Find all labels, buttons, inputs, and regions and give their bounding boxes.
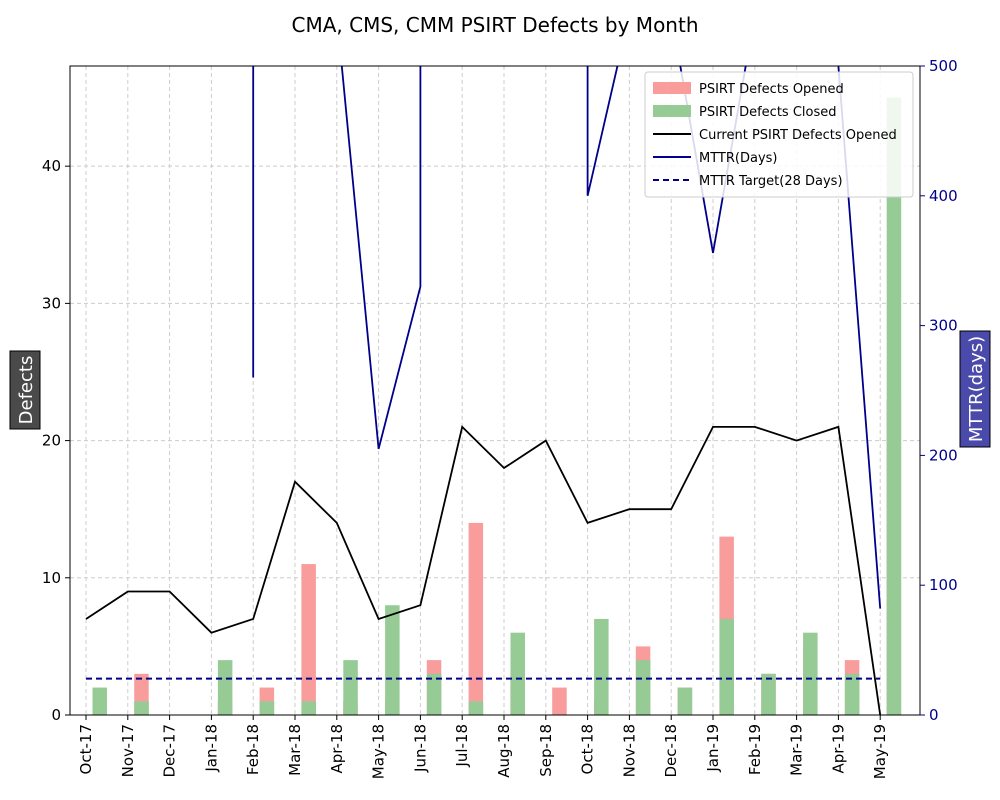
- x-tick-label: Feb-19: [746, 724, 764, 775]
- bar-closed: [259, 701, 275, 715]
- bar-opened: [468, 522, 484, 715]
- bar-closed: [635, 660, 651, 715]
- bar-closed: [844, 673, 860, 715]
- legend-label: Current PSIRT Defects Opened: [699, 128, 897, 143]
- x-tick-label: Feb-18: [244, 724, 262, 775]
- y2-tick-label: 300: [929, 317, 958, 335]
- x-tick-label: Dec-17: [161, 724, 179, 778]
- y2-tick-label: 0: [929, 706, 939, 724]
- legend-label: MTTR Target(28 Days): [699, 174, 843, 189]
- line-layer: [85, 66, 882, 715]
- series-line-mttr: [252, 66, 882, 609]
- legend-label: MTTR(Days): [699, 151, 778, 166]
- x-tick-label: Apr-18: [328, 724, 346, 774]
- series-line-current-defects: [85, 425, 882, 715]
- y-tick-label: 10: [42, 569, 61, 587]
- y-tick-label: 40: [42, 157, 61, 175]
- bar-closed: [134, 701, 149, 715]
- bar-closed: [803, 632, 818, 715]
- x-tick-label: Jan-19: [704, 724, 722, 773]
- bar-closed: [761, 673, 776, 715]
- x-tick-label: Jan-18: [202, 724, 220, 773]
- x-tick-label: Apr-19: [829, 724, 847, 774]
- x-tick-label: Mar-19: [788, 724, 806, 776]
- bar-closed: [385, 605, 400, 715]
- x-tick-label: Mar-18: [286, 724, 304, 776]
- x-tick-label: Oct-17: [77, 724, 95, 774]
- y-tick-label: 20: [42, 432, 61, 450]
- chart-title: CMA, CMS, CMM PSIRT Defects by Month: [292, 13, 699, 37]
- y-tick-label: 0: [51, 706, 61, 724]
- x-tick-label: Jun-18: [411, 724, 429, 773]
- bar-closed: [301, 701, 316, 715]
- bar-closed: [594, 618, 609, 715]
- bar-closed: [886, 97, 902, 716]
- y2-tick-label: 100: [929, 576, 958, 594]
- legend-swatch: [653, 82, 691, 94]
- bar-closed: [92, 687, 107, 715]
- y2-tick-label: 500: [929, 57, 958, 75]
- x-tick-label: Nov-17: [119, 724, 137, 777]
- bar-opened: [301, 564, 316, 715]
- y-axis-label-box: [9, 350, 41, 430]
- y-tick-label: 30: [42, 294, 61, 312]
- bar-closed: [426, 673, 442, 715]
- legend: PSIRT Defects Opened PSIRT Defects Closed…: [644, 71, 914, 198]
- legend-label: PSIRT Defects Opened: [699, 82, 844, 97]
- y2-axis-label-text: MTTR(days): [966, 336, 987, 442]
- x-tick-label: Sep-18: [537, 724, 555, 777]
- y2-tick-label: 400: [929, 187, 958, 205]
- bar-closed: [719, 618, 734, 715]
- x-tick-label: May-19: [871, 724, 889, 779]
- bar-closed: [468, 701, 484, 715]
- legend-box: [644, 71, 914, 198]
- x-tick-label: May-18: [370, 724, 388, 779]
- legend-swatch: [653, 105, 691, 117]
- bar-closed: [677, 687, 693, 715]
- bar-closed: [510, 632, 525, 715]
- bar-opened: [552, 687, 567, 715]
- bar-layer: [92, 97, 902, 716]
- plot-frame: [69, 65, 921, 716]
- y-axis-label-text: Defects: [16, 356, 37, 425]
- x-tick-label: Dec-18: [662, 724, 680, 778]
- y2-axis-label: MTTR(days): [959, 330, 991, 448]
- x-tick-label: Jul-18: [453, 724, 471, 768]
- bar-closed: [217, 660, 233, 715]
- x-tick-label: Aug-18: [495, 724, 513, 778]
- x-tick-label: Oct-18: [579, 724, 597, 774]
- y2-tick-label: 200: [929, 446, 958, 464]
- y2-axis-label-box: [959, 330, 991, 448]
- bar-closed: [343, 660, 358, 715]
- x-tick-label: Nov-18: [620, 724, 638, 777]
- legend-label: PSIRT Defects Closed: [699, 105, 836, 120]
- y-axis-label: Defects: [9, 350, 41, 430]
